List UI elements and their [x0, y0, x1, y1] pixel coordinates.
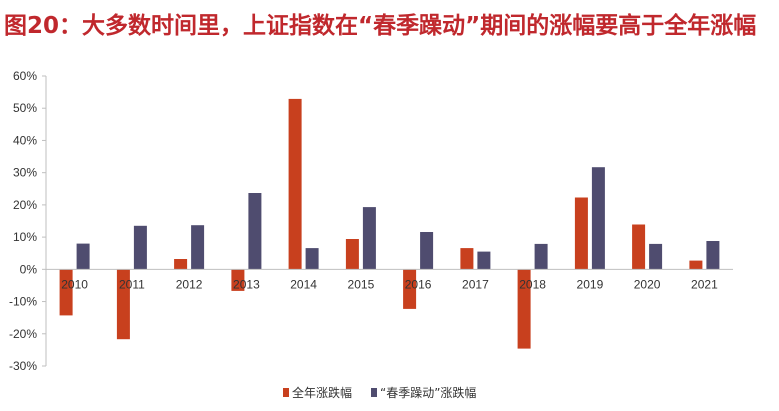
x-tick-label: 2011 [119, 277, 145, 291]
bar-spring-2016 [420, 232, 434, 270]
y-tick-label: 0% [20, 262, 38, 276]
chart-title: 图20：大多数时间里，上证指数在“春季躁动”期间的涨幅要高于全年涨幅 [4, 13, 757, 39]
bar-full-year-2021 [689, 260, 703, 270]
x-tick-label: 2010 [61, 277, 88, 291]
y-tick-label: 50% [13, 101, 37, 115]
legend-swatch-full-year [283, 388, 289, 397]
bar-spring-2010 [76, 243, 90, 270]
x-tick-label: 2021 [691, 277, 718, 291]
y-tick-label: 10% [13, 230, 37, 244]
x-tick-label: 2018 [519, 277, 546, 291]
x-tick-label: 2014 [290, 277, 317, 291]
y-tick-label: 30% [13, 166, 37, 180]
bars-group [59, 98, 720, 349]
legend: 全年涨跌幅 “春季躁动”涨跌幅 [283, 385, 476, 400]
bar-full-year-2019 [574, 197, 588, 270]
bar-spring-2015 [362, 207, 376, 270]
legend-label-spring: “春季躁动”涨跌幅 [380, 385, 476, 400]
bar-spring-2021 [706, 241, 720, 270]
x-tick-label: 2012 [176, 277, 203, 291]
y-tick-label: 60% [13, 69, 37, 83]
y-tick-label: -10% [9, 295, 37, 309]
bar-spring-2011 [133, 225, 147, 270]
bar-full-year-2011 [116, 269, 130, 340]
bar-spring-2013 [248, 193, 262, 270]
y-tick-label: -30% [9, 359, 37, 373]
x-tick-label: 2020 [634, 277, 661, 291]
bar-full-year-2013 [231, 269, 245, 291]
y-axis: -30% -20% -10% 0% 10% 20% 30% 40% 50% 60% [9, 69, 47, 373]
bar-full-year-2015 [345, 239, 359, 270]
bar-full-year-2020 [632, 224, 646, 270]
legend-swatch-spring [371, 388, 377, 397]
y-tick-label: 40% [13, 133, 37, 147]
bar-spring-2012 [191, 225, 205, 270]
x-tick-label: 2016 [405, 277, 432, 291]
y-tick-label: -20% [9, 327, 37, 341]
bar-full-year-2014 [288, 98, 302, 270]
y-tick-label: 20% [13, 198, 37, 212]
bar-full-year-2012 [174, 259, 188, 270]
bar-full-year-2017 [460, 248, 474, 270]
x-tick-label: 2013 [233, 277, 260, 291]
x-tick-label: 2019 [577, 277, 604, 291]
x-tick-label: 2015 [348, 277, 375, 291]
bar-spring-2014 [305, 248, 319, 270]
bar-spring-2017 [477, 251, 491, 270]
bar-spring-2019 [591, 167, 605, 270]
x-tick-label: 2017 [462, 277, 489, 291]
bar-full-year-2010 [59, 269, 73, 316]
bar-spring-2018 [534, 243, 548, 270]
x-axis: 2010 2011 2012 2013 2014 2015 2016 2017 2018 2019… [46, 268, 733, 291]
bar-full-year-2016 [403, 269, 417, 309]
bar-spring-2020 [649, 243, 663, 270]
bar-full-year-2018 [517, 269, 531, 349]
legend-label-full-year: 全年涨跌幅 [292, 385, 352, 400]
